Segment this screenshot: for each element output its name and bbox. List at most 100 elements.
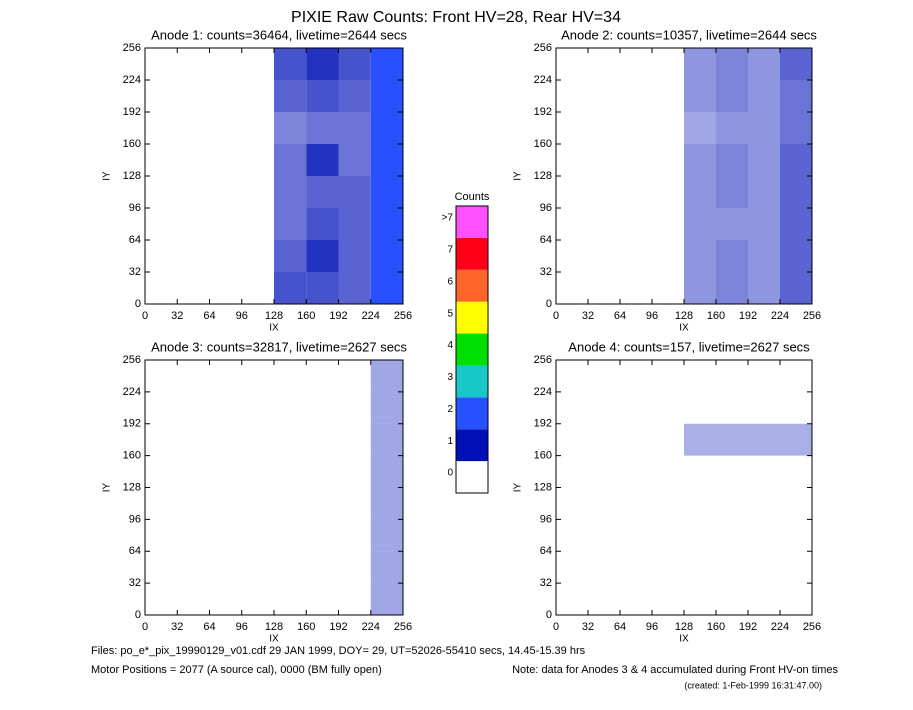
heat-cell (716, 144, 748, 176)
y-tick-label: 224 (534, 74, 552, 86)
x-tick-label: 160 (707, 310, 725, 322)
colorbar-frame (455, 205, 489, 494)
colorbar-box (456, 206, 488, 238)
x-tick-label: 192 (739, 310, 757, 322)
y-tick-label: 160 (534, 138, 552, 150)
x-tick-label: 32 (171, 310, 183, 322)
heat-cell (716, 80, 748, 112)
colorbar-label: 4 (447, 340, 453, 351)
colorbar-box (456, 461, 488, 493)
heat-cell (780, 176, 812, 208)
y-tick-label: 32 (129, 266, 141, 278)
x-tick-label: 256 (803, 621, 821, 633)
heat-cell (370, 112, 403, 144)
heat-cell (748, 176, 780, 208)
heat-cell (370, 176, 403, 208)
heat-cell (748, 240, 780, 272)
y-tick-label: 128 (123, 481, 141, 493)
heat-cell (338, 80, 371, 112)
y-tick-label: 32 (540, 266, 552, 278)
y-tick-label: 256 (123, 42, 141, 54)
heat-cell (748, 272, 780, 304)
heat-cell (338, 48, 371, 80)
panel-title: Anode 4: counts=157, livetime=2627 secs (568, 339, 810, 354)
y-tick-label: 192 (123, 106, 141, 118)
heat-cell (684, 112, 716, 144)
y-tick-label: 160 (123, 138, 141, 150)
heat-cell (748, 48, 780, 80)
heat-cell (716, 176, 748, 208)
x-tick-label: 96 (646, 621, 658, 633)
heat-cell (748, 144, 780, 176)
x-tick-label: 256 (394, 310, 412, 322)
heat-cell (306, 48, 339, 80)
heat-cell (274, 144, 307, 176)
heat-cell (274, 48, 307, 80)
heat-cell (370, 423, 403, 456)
heat-cell (338, 240, 371, 272)
heat-cell (684, 423, 716, 456)
heat-cell (338, 144, 371, 176)
heat-cell (370, 80, 403, 112)
x-axis-label: IX (679, 323, 689, 334)
heat-cell (780, 208, 812, 240)
colorbar-box (456, 301, 488, 334)
colorbar-box (456, 269, 488, 302)
y-tick-label: 224 (123, 74, 141, 86)
y-tick-label: 192 (534, 418, 552, 430)
colorbar-label: 6 (447, 276, 453, 287)
y-tick-label: 160 (123, 450, 141, 462)
heat-cell (716, 423, 748, 456)
colorbar-label: 3 (447, 372, 453, 383)
x-tick-label: 224 (771, 310, 789, 322)
x-axis-label: IX (679, 634, 689, 645)
heat-cell (274, 112, 307, 144)
y-tick-label: 160 (534, 450, 552, 462)
footer-created: (created: 1-Feb-1999 16:31:47.00) (684, 680, 822, 690)
colorbar-title: Counts (455, 191, 490, 203)
heat-cell (684, 144, 716, 176)
colorbar-label: 1 (447, 436, 453, 447)
heat-cell (306, 208, 339, 240)
y-tick-label: 0 (135, 298, 141, 310)
y-tick-label: 64 (129, 545, 141, 557)
heat-cell (370, 48, 403, 80)
x-tick-label: 128 (265, 621, 283, 633)
colorbar-box (456, 365, 488, 398)
x-tick-label: 256 (394, 621, 412, 633)
colorbar-label: 0 (447, 468, 453, 479)
chart-title: PIXIE Raw Counts: Front HV=28, Rear HV=3… (291, 9, 621, 26)
y-tick-label: 64 (540, 545, 552, 557)
y-tick-label: 0 (135, 609, 141, 621)
footer-note: Note: data for Anodes 3 & 4 accumulated … (512, 664, 838, 676)
colorbar-box (456, 333, 488, 366)
colorbar-label: 5 (447, 308, 453, 319)
x-tick-label: 32 (582, 310, 594, 322)
heat-cell (780, 423, 812, 456)
panel-title: Anode 2: counts=10357, livetime=2644 sec… (561, 27, 817, 42)
x-tick-label: 128 (675, 310, 693, 322)
heat-cell (274, 80, 307, 112)
heat-cell (716, 48, 748, 80)
heat-cell (338, 176, 371, 208)
y-tick-label: 128 (534, 170, 552, 182)
x-tick-label: 0 (553, 310, 559, 322)
x-tick-label: 256 (803, 310, 821, 322)
y-tick-label: 128 (123, 170, 141, 182)
x-tick-label: 32 (582, 621, 594, 633)
heat-cell (274, 208, 307, 240)
heat-cell (306, 112, 339, 144)
y-axis-label: IY (102, 482, 113, 492)
footer-motor: Motor Positions = 2077 (A source cal), 0… (91, 664, 382, 676)
y-tick-label: 256 (534, 42, 552, 54)
y-tick-label: 32 (540, 577, 552, 589)
heat-cell (684, 176, 716, 208)
heat-cell (716, 272, 748, 304)
heat-cell (370, 240, 403, 272)
heat-cell (716, 240, 748, 272)
heat-cell (274, 272, 307, 304)
x-tick-label: 96 (646, 310, 658, 322)
x-tick-label: 160 (297, 621, 315, 633)
x-tick-label: 64 (203, 621, 215, 633)
